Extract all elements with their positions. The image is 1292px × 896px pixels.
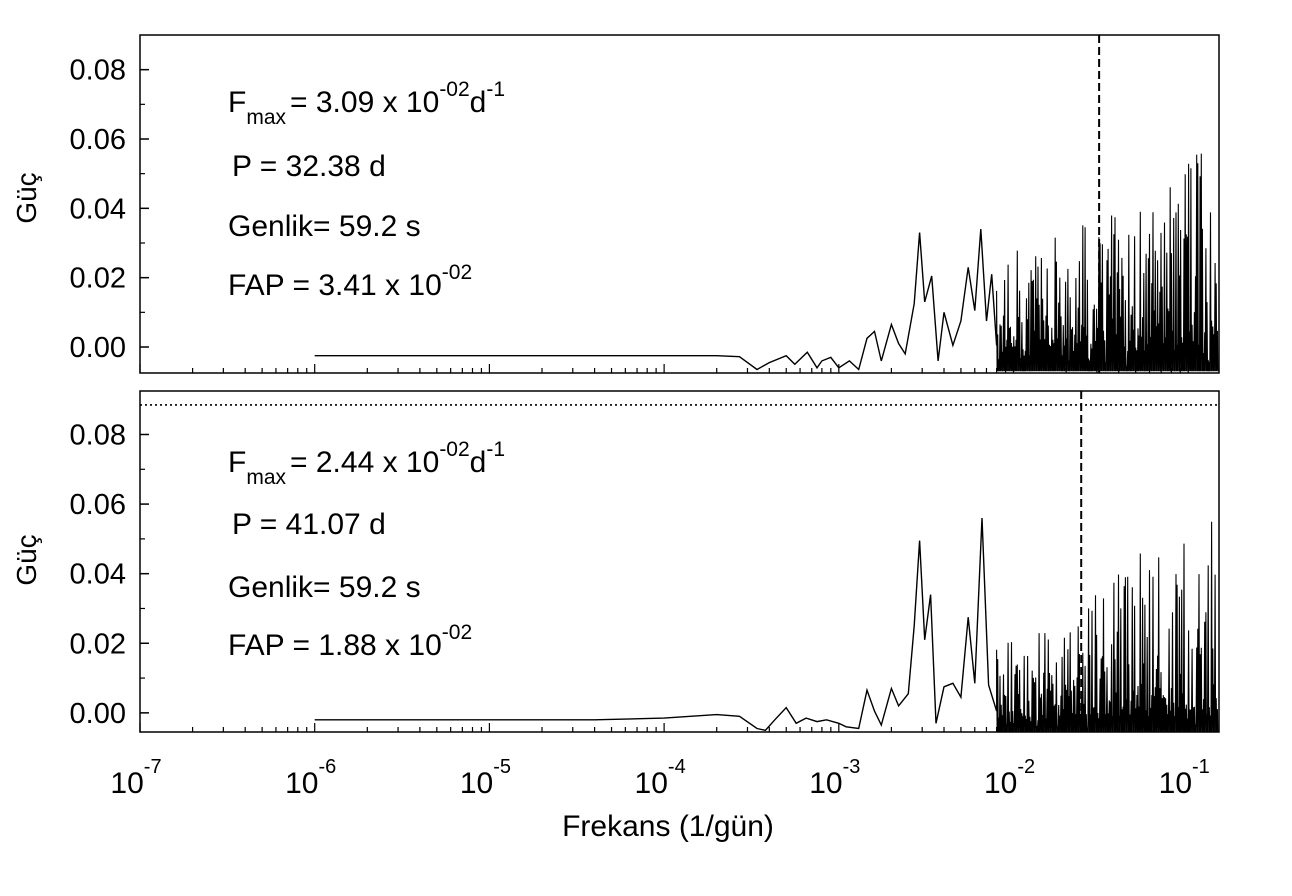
y-tick-label: 0.02 <box>70 628 126 660</box>
y-tick-label: 0.02 <box>70 263 126 295</box>
x-tick-label: 10-6 <box>285 756 336 800</box>
bottom-fmax-eq: = 2.44 x 10 <box>290 446 439 479</box>
bottom-fap-eq: FAP = 1.88 x 10 <box>228 629 442 662</box>
top-fap-annotation: FAP = 3.41 x 10-02 <box>228 261 472 302</box>
top-fap-eq: FAP = 3.41 x 10 <box>228 269 442 302</box>
top-high-frequency-noise <box>996 153 1219 372</box>
x-tick-label: 10-3 <box>809 756 860 800</box>
top-fmax-label: F <box>228 86 246 119</box>
top-panel: 0.00 0.02 0.04 0.06 0.08 Güç Fmax = 3.09 x 10… <box>11 34 1220 374</box>
bottom-amplitude-annotation: Genlik= 59.2 s <box>228 571 421 604</box>
noise-trace <box>996 521 1219 733</box>
top-period-annotation: P = 32.38 d <box>232 150 386 183</box>
x-axis-label: Frekans (1/gün) <box>562 810 774 843</box>
bottom-panel: 0.000.020.040.060.08 10-7 10-6 10-5 10-4 10-… <box>11 390 1220 843</box>
y-tick-label: 0.06 <box>70 124 126 156</box>
bottom-fmax-sub: max <box>246 466 286 489</box>
bottom-period-annotation: P = 41.07 d <box>232 508 386 541</box>
y-tick-label: 0.04 <box>70 193 126 225</box>
bottom-plot-frame <box>139 390 1220 733</box>
top-fap-exp: -02 <box>442 261 472 284</box>
bottom-fmax-unit: d <box>470 446 487 479</box>
top-amplitude-annotation: Genlik= 59.2 s <box>228 210 421 243</box>
bottom-fmax-unit-exp: -1 <box>486 438 505 461</box>
bottom-y-ticks: 0.00 0.02 0.04 0.06 0.08 <box>70 419 149 730</box>
top-x-ticks <box>139 364 1189 373</box>
y-tick-label: 0.06 <box>70 489 126 521</box>
top-plot-frame <box>139 34 1220 374</box>
top-fmax-annotation: Fmax = 3.09 x 10-02d-1 <box>228 78 505 129</box>
bottom-fmax-label: F <box>228 446 246 479</box>
top-fmax-unit-exp: -1 <box>486 78 505 101</box>
x-tick-label: 10-7 <box>110 756 161 800</box>
top-fmax-unit: d <box>470 86 487 119</box>
top-fmax-eq: = 3.09 x 10 <box>290 86 439 119</box>
bottom-x-ticks: 10-7 10-6 10-5 10-4 10-3 10-2 10-1 <box>110 723 1210 800</box>
bottom-fap-annotation: FAP = 1.88 x 10-02 <box>228 621 472 662</box>
y-tick-label: 0.00 <box>70 332 126 364</box>
y-tick-label: 0.08 <box>70 419 126 451</box>
noise-trace <box>996 153 1219 372</box>
y-tick-label: 0.00 <box>70 698 126 730</box>
x-tick-label: 10-4 <box>635 756 686 800</box>
bottom-series-line <box>314 517 998 732</box>
bottom-fmax-annotation: Fmax = 2.44 x 10-02d-1 <box>228 438 505 489</box>
top-fmax-sub: max <box>246 106 286 129</box>
top-fmax-exp: -02 <box>439 78 469 101</box>
bottom-fmax-exp: -02 <box>439 438 469 461</box>
bottom-fap-exp: -02 <box>442 621 472 644</box>
y-tick-label: 0.04 <box>70 559 126 591</box>
top-annotations: Fmax = 3.09 x 10-02d-1 P = 32.38 d Genlik… <box>228 78 505 302</box>
y-tick-label: 0.08 <box>70 55 126 87</box>
x-tick-label: 10-2 <box>984 756 1035 800</box>
x-tick-label: 10-1 <box>1159 756 1210 800</box>
bottom-high-frequency-noise <box>996 521 1219 733</box>
top-y-ticks: 0.00 0.02 0.04 0.06 0.08 <box>70 55 149 364</box>
top-y-axis-label: Güç <box>11 172 42 223</box>
bottom-annotations: Fmax = 2.44 x 10-02d-1 P = 41.07 d Genlik… <box>228 438 505 662</box>
x-tick-label: 10-5 <box>460 756 511 800</box>
top-series-line <box>314 229 998 371</box>
bottom-y-axis-label: Güç <box>11 534 42 585</box>
